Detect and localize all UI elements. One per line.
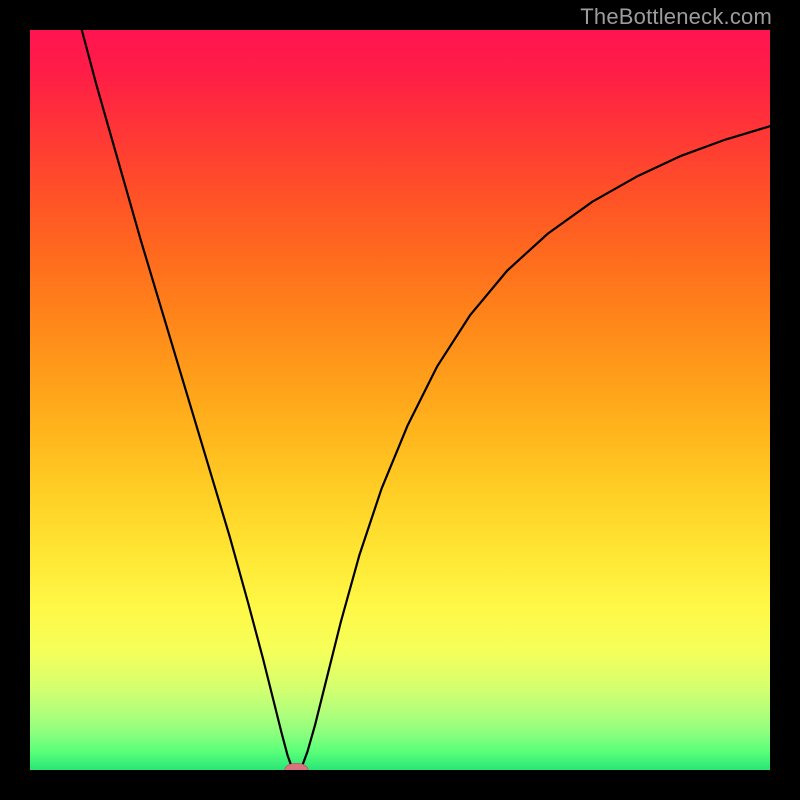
bottleneck-curve-chart	[30, 30, 770, 770]
chart-background	[30, 30, 770, 770]
watermark-text: TheBottleneck.com	[580, 4, 772, 30]
chart-plot-area	[30, 30, 770, 770]
